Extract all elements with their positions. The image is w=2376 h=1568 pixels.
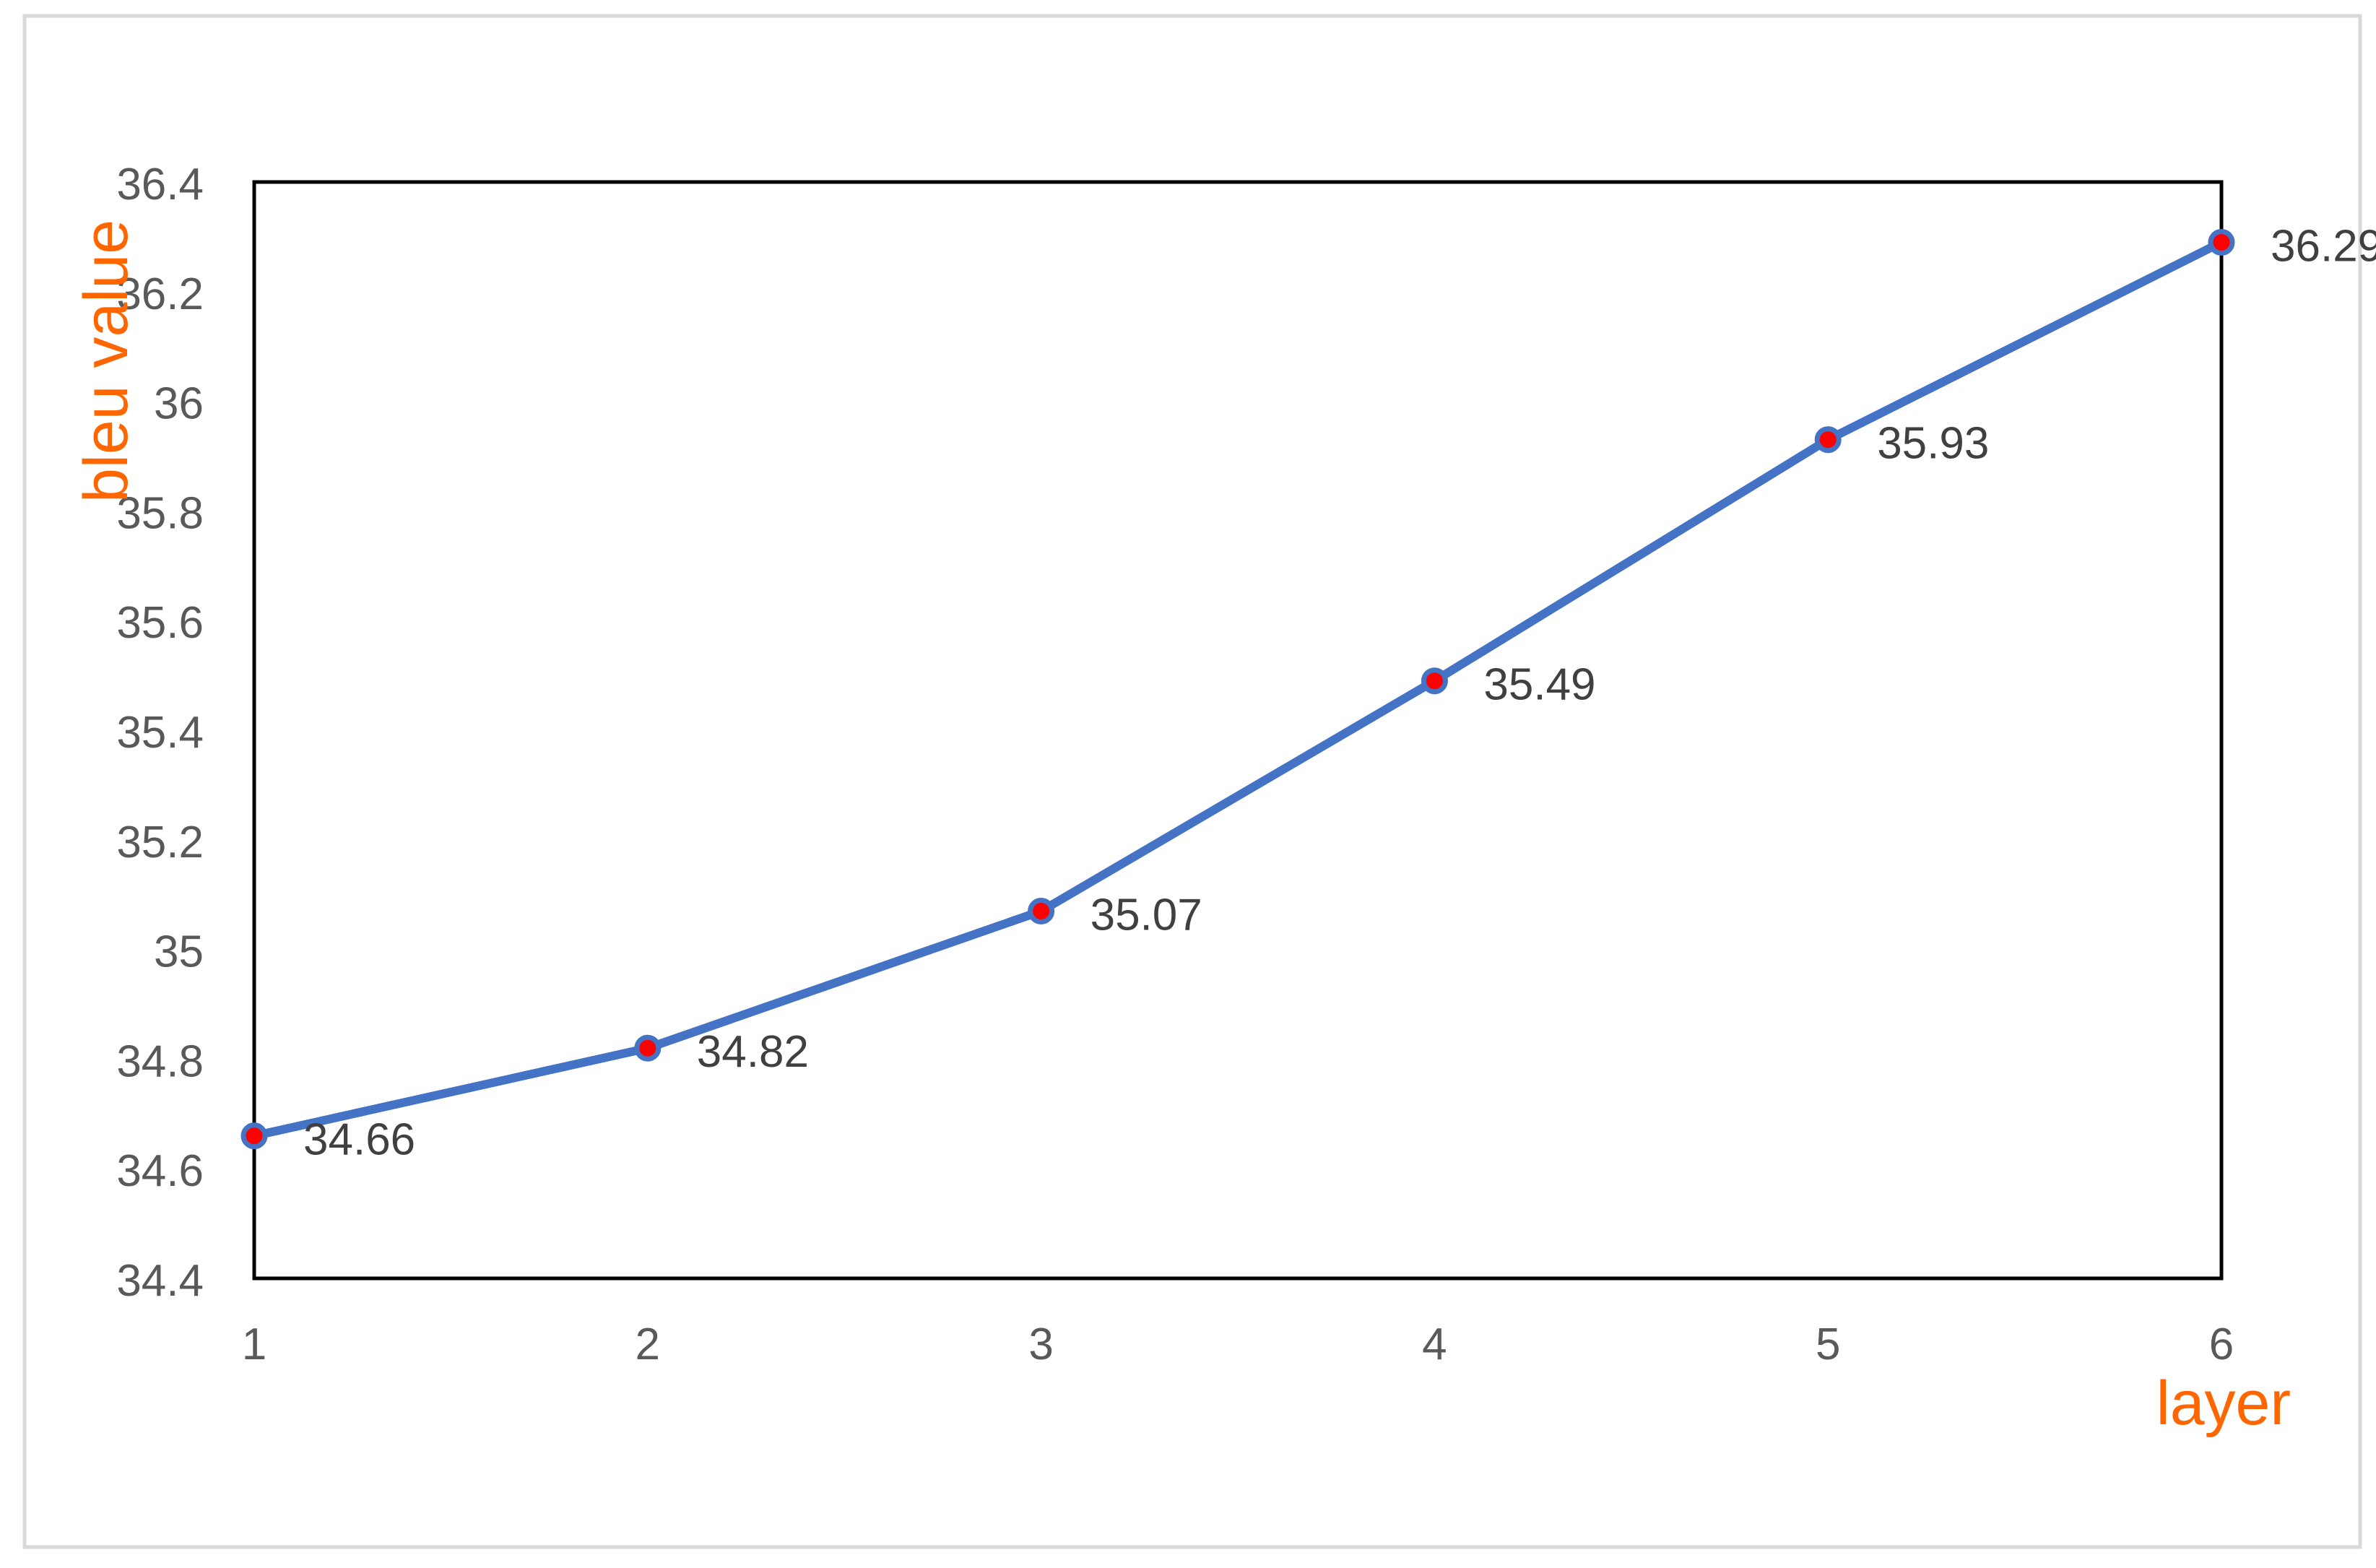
y-tick-label: 36.4 bbox=[116, 160, 204, 209]
data-label: 34.66 bbox=[303, 1115, 415, 1165]
x-axis-title: layer bbox=[2156, 1369, 2291, 1438]
y-axis-title: bleu value bbox=[71, 220, 141, 503]
x-tick-label: 3 bbox=[1028, 1320, 1053, 1369]
y-tick-label: 36.2 bbox=[116, 269, 204, 319]
chart-outer-border bbox=[22, 14, 2362, 1549]
plot-area bbox=[252, 180, 2224, 1281]
y-tick-label: 34.4 bbox=[116, 1256, 204, 1306]
x-tick-label: 6 bbox=[2209, 1320, 2234, 1369]
data-point-marker bbox=[2208, 228, 2235, 256]
data-point-marker bbox=[634, 1034, 662, 1062]
series-line bbox=[250, 238, 2226, 1140]
data-point-marker bbox=[1814, 426, 1842, 454]
y-tick-label: 34.6 bbox=[116, 1146, 204, 1196]
y-tick-labels: 34.4 34.6 34.8 35 35.2 35.4 35.6 35.8 36 36.2 36.4 bbox=[116, 160, 204, 1306]
data-label: 35.07 bbox=[1091, 890, 1202, 940]
data-label: 35.49 bbox=[1483, 660, 1595, 710]
data-point-marker bbox=[1028, 897, 1055, 924]
x-tick-labels: 1 2 3 4 5 6 bbox=[242, 1320, 2234, 1369]
x-tick-label: 1 bbox=[242, 1320, 266, 1369]
y-tick-label: 35 bbox=[154, 927, 204, 977]
data-markers bbox=[240, 228, 2235, 1150]
y-tick-label: 35.8 bbox=[116, 488, 204, 538]
y-tick-label: 35.6 bbox=[116, 598, 204, 648]
x-tick-label: 4 bbox=[1422, 1320, 1447, 1369]
data-label: 36.29 bbox=[2271, 221, 2376, 271]
x-tick-label: 5 bbox=[1816, 1320, 1840, 1369]
data-label: 35.93 bbox=[1877, 419, 1989, 469]
y-tick-label: 36 bbox=[154, 379, 204, 429]
x-tick-label: 2 bbox=[636, 1320, 660, 1369]
y-tick-label: 34.8 bbox=[116, 1036, 204, 1086]
y-tick-label: 35.2 bbox=[116, 818, 204, 867]
y-tick-label: 35.4 bbox=[116, 708, 204, 758]
data-labels: 34.66 34.82 35.07 35.49 35.93 36.29 bbox=[303, 221, 2376, 1164]
data-label: 34.82 bbox=[697, 1027, 809, 1077]
data-point-marker bbox=[240, 1122, 268, 1150]
data-point-marker bbox=[1421, 667, 1448, 695]
